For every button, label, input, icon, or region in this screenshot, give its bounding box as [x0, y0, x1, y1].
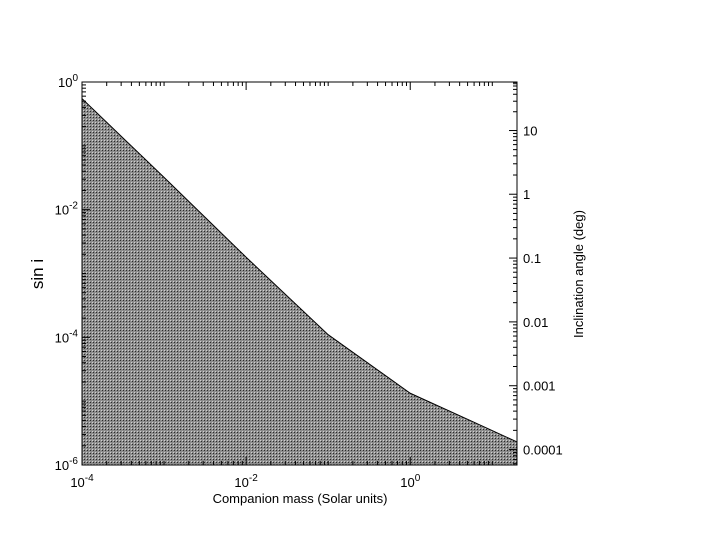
y2-axis-title: Inclination angle (deg) [571, 210, 586, 338]
x-tick-label: 10-4 [70, 473, 94, 490]
y-tick-label: 10-2 [55, 201, 79, 218]
y2-tick-label: 0.01 [523, 315, 548, 330]
y2-tick-label: 0.001 [523, 379, 556, 394]
x-axis-title: Companion mass (Solar units) [213, 491, 388, 506]
area-fill [82, 98, 517, 465]
y2-tick-label: 1 [523, 187, 530, 202]
y-axis-title: sin i [28, 259, 47, 289]
plot-area: 10-4 10-2 10010010-210-410-61010.10.010.00… [55, 73, 563, 490]
y-tick-label: 10-6 [55, 456, 79, 473]
y2-tick-label: 10 [523, 124, 537, 139]
series-line [81, 98, 518, 443]
y2-tick-label: 0.0001 [523, 443, 563, 458]
x-tick-label: 10-2 [234, 473, 258, 490]
y2-tick-label: 0.1 [523, 251, 541, 266]
x-tick-label: 100 [400, 473, 420, 490]
y-tick-label: 10-4 [55, 328, 79, 345]
y-tick-label: 100 [58, 73, 78, 90]
